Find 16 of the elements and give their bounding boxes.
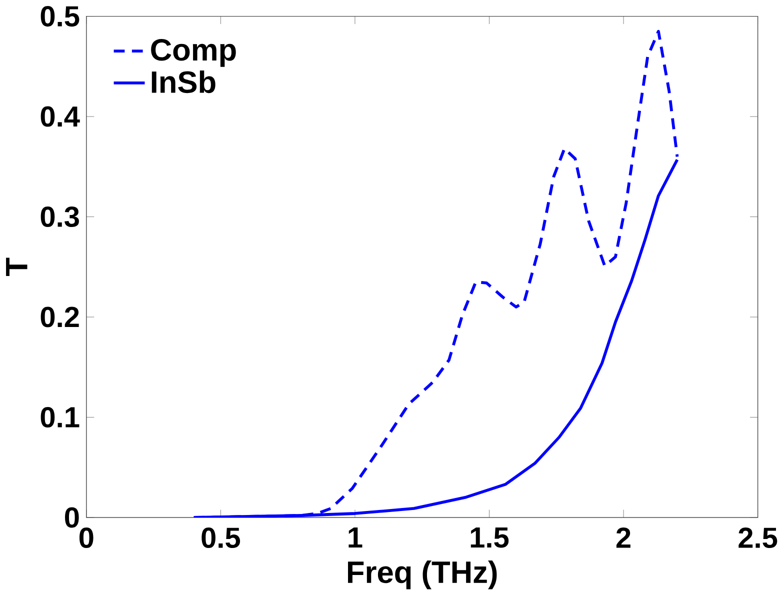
x-tick-label: 1.5 — [470, 527, 509, 548]
legend-label: Comp — [151, 38, 236, 67]
legend-label: InSb — [152, 70, 216, 93]
y-tick-label: 0.4 — [40, 106, 80, 127]
x-axis-title: Freq (THz) — [348, 560, 497, 590]
y-tick-label: 0.2 — [40, 306, 79, 328]
y-tick-label: 0.3 — [40, 206, 79, 227]
x-tick-label: 0 — [79, 527, 94, 548]
y-axis-title: T — [6, 258, 28, 276]
x-tick-label: 0.5 — [202, 527, 240, 548]
y-tick-label: 0.5 — [40, 6, 80, 26]
x-tick-label: 1 — [348, 527, 362, 548]
y-tick-label: 0.1 — [40, 406, 80, 428]
x-tick-label: 2 — [616, 527, 630, 548]
x-tick-label: 2.5 — [738, 527, 778, 548]
y-tick-label: 0 — [65, 507, 79, 528]
